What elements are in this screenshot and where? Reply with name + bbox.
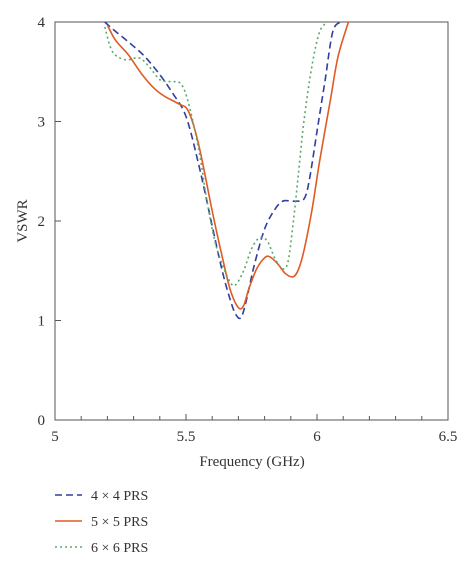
legend-label-2: 5 × 5 PRS [91, 515, 148, 530]
y-tick-label: 2 [38, 214, 46, 230]
y-tick-label: 4 [38, 15, 46, 31]
y-tick-label: 3 [38, 115, 46, 131]
x-tick-label: 6 [313, 429, 321, 445]
legend: 4 × 4 PRS 5 × 5 PRS 6 × 6 PRS [55, 489, 148, 556]
x-tick-label: 5 [51, 429, 59, 445]
x-axis-label: Frequency (GHz) [199, 454, 304, 470]
plot-area: 5 5.5 6 6.5 0 1 2 3 4 [38, 15, 458, 445]
series-line-2 [106, 22, 350, 310]
series-line-3 [104, 22, 329, 287]
y-axis-label: VSWR [15, 199, 31, 242]
x-tick-label: 5.5 [177, 429, 196, 445]
x-tick-label: 6.5 [439, 429, 458, 445]
y-tick-label: 0 [38, 413, 46, 429]
legend-label-3: 6 × 6 PRS [91, 541, 148, 556]
series-line-1 [104, 22, 342, 320]
legend-label-1: 4 × 4 PRS [91, 489, 148, 504]
y-tick-label: 1 [38, 314, 46, 330]
